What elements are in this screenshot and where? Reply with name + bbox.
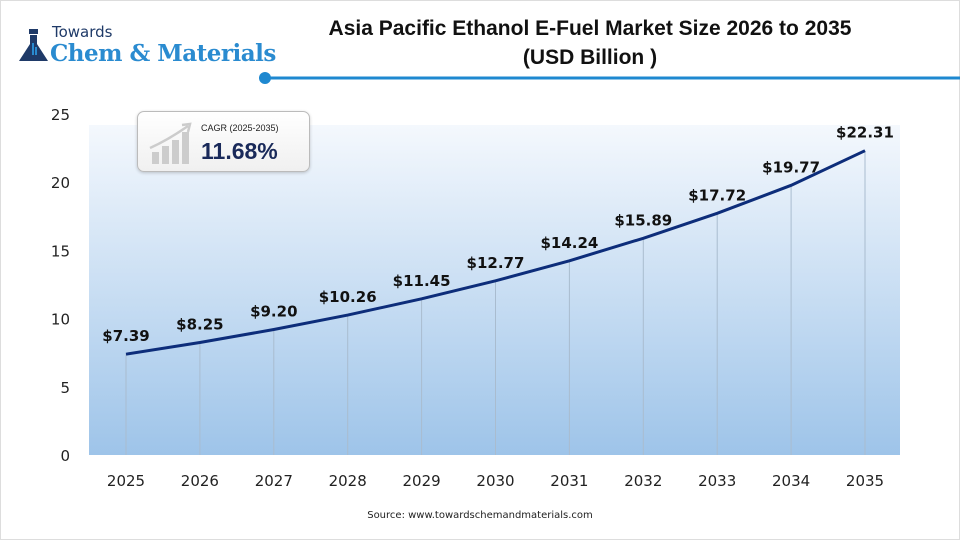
data-label: $19.77	[762, 158, 820, 176]
x-tick-label: 2025	[107, 472, 145, 490]
x-tick-label: 2027	[255, 472, 293, 490]
data-label: $15.89	[614, 211, 672, 229]
title-line1: Asia Pacific Ethanol E-Fuel Market Size …	[328, 17, 852, 40]
y-tick-label: 20	[51, 174, 70, 192]
data-label: $7.39	[102, 327, 149, 345]
series-line	[125, 149, 866, 356]
logo: Towards Chem & Materials	[17, 23, 276, 66]
logo-line2: Chem & Materials	[50, 40, 276, 67]
y-tick-label: 25	[51, 106, 70, 124]
y-tick-label: 15	[51, 242, 70, 260]
data-label: $22.31	[836, 124, 894, 142]
source-text: Source: www.towardschemandmaterials.com	[367, 510, 593, 521]
title-line2: (USD Billion )	[522, 46, 658, 69]
chart-title: Asia Pacific Ethanol E-Fuel Market Size …	[260, 14, 920, 72]
x-tick-label: 2028	[329, 472, 367, 490]
cagr-value: 11.68%	[201, 138, 278, 164]
cagr-box: CAGR (2025-2035) 11.68%	[137, 111, 310, 172]
x-tick-label: 2026	[181, 472, 219, 490]
data-label: $12.77	[467, 254, 525, 272]
data-label: $10.26	[319, 288, 377, 306]
x-tick-label: 2030	[476, 472, 514, 490]
logo-line1: Towards	[52, 23, 113, 41]
x-tick-label: 2035	[846, 472, 884, 490]
title-underline	[259, 72, 960, 84]
y-tick-label: 0	[60, 447, 70, 465]
growth-chart-icon	[149, 122, 192, 164]
cagr-label: CAGR (2025-2035)	[201, 123, 279, 133]
data-label: $17.72	[688, 186, 746, 204]
data-label: $11.45	[393, 272, 451, 290]
x-tick-label: 2031	[550, 472, 588, 490]
x-tick-label: 2033	[698, 472, 736, 490]
x-tick-label: 2032	[624, 472, 662, 490]
x-tick-label: 2029	[403, 472, 441, 490]
data-label: $14.24	[540, 234, 598, 252]
y-tick-label: 10	[51, 311, 70, 329]
data-label: $8.25	[176, 315, 223, 333]
data-label: $9.20	[250, 303, 297, 321]
plot-area	[89, 125, 900, 455]
flask-icon	[19, 29, 48, 61]
y-tick-label: 5	[60, 379, 70, 397]
x-tick-label: 2034	[772, 472, 810, 490]
